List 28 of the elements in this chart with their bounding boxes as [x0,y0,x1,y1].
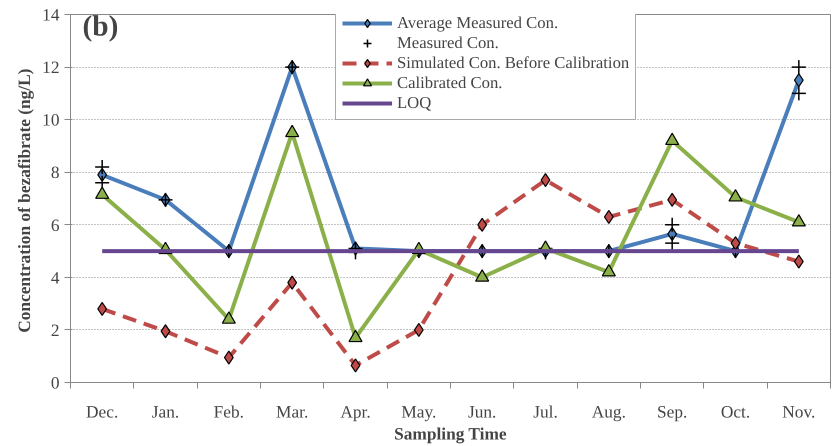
x-tick-label: Jun. [468,402,496,422]
x-tick-label: Oct. [720,402,750,422]
y-tick-label: 6 [50,216,60,235]
y-tick-label: 12 [42,58,60,78]
x-tick-label: Feb. [214,402,244,422]
x-tick-label: Nov. [782,402,816,422]
x-tick-label: Jul. [533,402,558,422]
legend-label: Simulated Con. Before Calibration [397,53,630,73]
x-tick-label: May. [401,402,436,422]
x-axis-title: Sampling Time [394,424,507,444]
y-tick-label: 4 [50,268,60,288]
y-tick-label: 10 [42,110,60,130]
annotation: (b) [82,10,118,42]
y-tick-label: 8 [50,163,60,182]
x-tick-label: Jan. [152,402,180,422]
y-tick-label: 2 [50,320,60,340]
x-tick-label: Dec. [86,402,118,422]
x-tick-label: Sep. [657,402,688,422]
legend-label: Calibrated Con. [397,73,502,93]
y-tick-label: 0 [50,374,60,392]
x-tick-label: Aug. [592,402,626,422]
y-axis-title: Concentration of bezafibrate (ng/L) [15,68,34,333]
x-tick-label: Apr. [340,402,371,422]
x-tick-label: Mar. [276,402,308,422]
legend-label: Average Measured Con. [397,13,558,33]
legend-label: LOQ [397,93,432,113]
y-tick-label: 14 [42,6,60,24]
legend-label: Measured Con. [397,33,499,53]
